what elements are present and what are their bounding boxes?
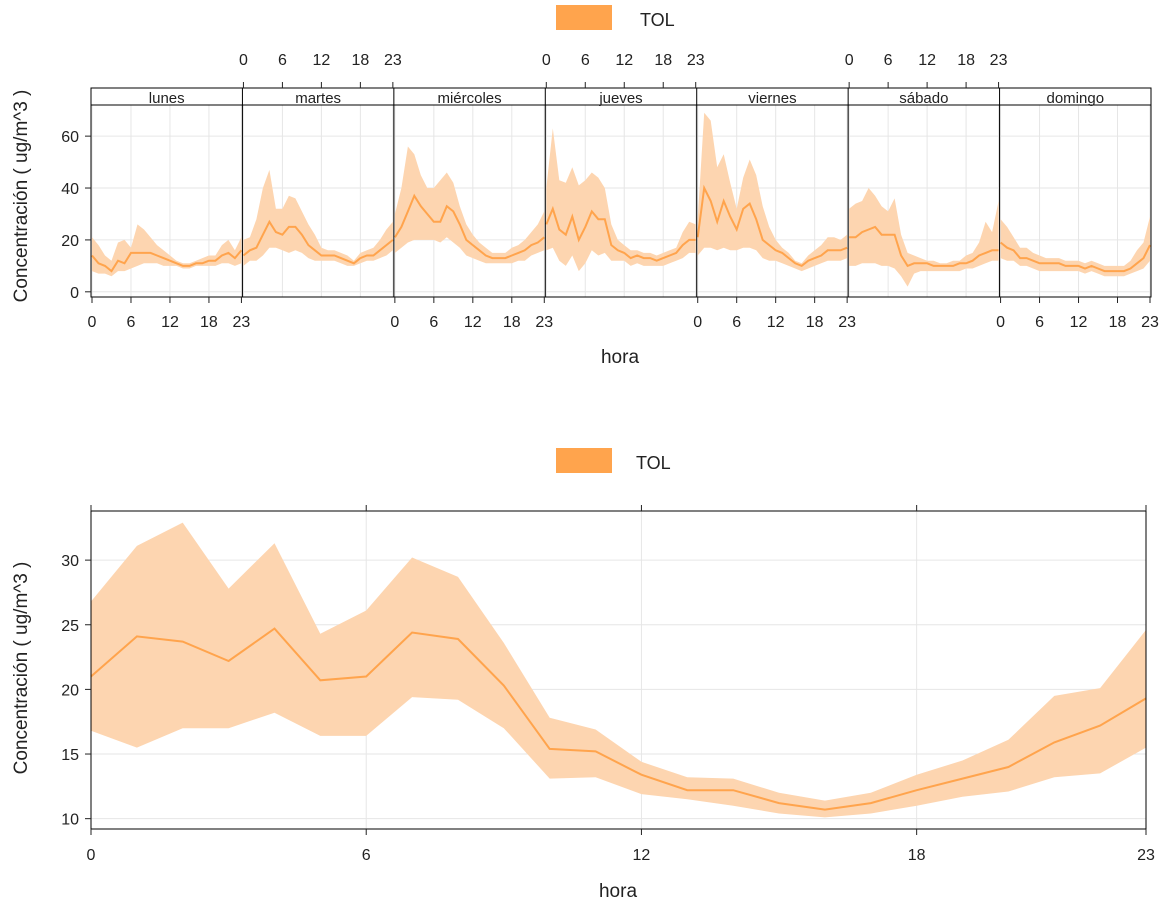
x-tick-label: 23 — [233, 314, 251, 331]
x-tick-label: 12 — [312, 52, 330, 69]
confidence-band-domingo — [1000, 216, 1150, 277]
confidence-band-martes — [243, 169, 393, 266]
legend-label-top: TOL — [640, 10, 675, 30]
x-tick-label: 0 — [996, 314, 1005, 331]
x-tick-label: 12 — [633, 847, 651, 864]
x-tick-label: 12 — [615, 52, 633, 69]
mean-line-sábado — [849, 225, 999, 268]
x-tick-label: 12 — [161, 314, 179, 331]
x-tick-label: 12 — [1070, 314, 1088, 331]
x-tick-label: 18 — [1109, 314, 1127, 331]
x-tick-label: 18 — [200, 314, 218, 331]
x-tick-label: 6 — [1035, 314, 1044, 331]
x-tick-label: 12 — [767, 314, 785, 331]
top-panel-frame — [90, 87, 1152, 298]
legend-swatch-top — [556, 5, 612, 30]
x-tick-label: 12 — [464, 314, 482, 331]
confidence-band-hourly — [91, 522, 1146, 818]
bottom-panel-frame — [90, 510, 1147, 830]
x-tick-label: 6 — [581, 52, 590, 69]
mean-line-miércoles — [394, 193, 545, 260]
legend-swatch-bottom — [556, 448, 612, 473]
x-tick-label: 0 — [845, 52, 854, 69]
y-tick-label: 0 — [70, 285, 79, 302]
confidence-band-lunes — [92, 224, 242, 277]
x-tick-label: 18 — [957, 52, 975, 69]
mean-line-viernes — [696, 184, 848, 268]
x-tick-label: 18 — [806, 314, 824, 331]
x-tick-label: 18 — [908, 847, 926, 864]
x-tick-label: 6 — [732, 314, 741, 331]
confidence-band-miércoles — [394, 146, 545, 264]
x-tick-label: 23 — [535, 314, 553, 331]
panel-label-sábado: sábado — [899, 90, 948, 107]
mean-line-jueves — [545, 205, 696, 262]
x-tick-label: 18 — [351, 52, 369, 69]
x-tick-label: 23 — [838, 314, 856, 331]
y-tick-label: 40 — [61, 181, 79, 198]
confidence-band-sábado — [849, 188, 999, 287]
confidence-band-viernes — [697, 112, 848, 272]
x-tick-label: 0 — [390, 314, 399, 331]
x-tick-label: 6 — [884, 52, 893, 69]
mean-line-domingo — [999, 241, 1151, 273]
x-tick-label: 6 — [127, 314, 136, 331]
x-tick-label: 6 — [429, 314, 438, 331]
y-tick-label: 60 — [61, 129, 79, 146]
mean-line-hourly — [90, 627, 1147, 811]
x-tick-label: 0 — [542, 52, 551, 69]
panel-label-viernes: viernes — [748, 90, 796, 107]
y-axis-title-bottom: Concentración ( ug/m^3 ) — [11, 562, 32, 775]
panel-label-jueves: jueves — [598, 90, 642, 107]
legend-label-bottom: TOL — [636, 453, 671, 473]
y-tick-label: 25 — [61, 618, 79, 635]
x-axis-title-bottom: hora — [599, 881, 637, 902]
panel-label-martes: martes — [295, 90, 341, 107]
x-tick-label: 23 — [384, 52, 402, 69]
x-tick-label: 23 — [990, 52, 1008, 69]
y-tick-label: 30 — [61, 553, 79, 570]
x-tick-label: 23 — [1137, 847, 1155, 864]
x-tick-label: 23 — [687, 52, 705, 69]
panel-label-lunes: lunes — [149, 90, 185, 107]
confidence-band-jueves — [546, 128, 696, 272]
x-tick-label: 6 — [362, 847, 371, 864]
x-tick-label: 0 — [693, 314, 702, 331]
mean-line-lunes — [91, 249, 243, 273]
y-tick-label: 15 — [61, 747, 79, 764]
y-axis-title-top: Concentración ( ug/m^3 ) — [11, 90, 32, 303]
y-tick-label: 20 — [61, 233, 79, 250]
x-tick-label: 18 — [654, 52, 672, 69]
y-tick-label: 20 — [61, 682, 79, 699]
x-tick-label: 0 — [239, 52, 248, 69]
x-axis-title-top: hora — [601, 347, 639, 368]
x-tick-label: 18 — [503, 314, 521, 331]
x-tick-label: 23 — [1141, 314, 1159, 331]
y-tick-label: 10 — [61, 812, 79, 829]
x-tick-label: 0 — [88, 314, 97, 331]
panel-label-miércoles: miércoles — [437, 90, 501, 107]
x-tick-label: 0 — [87, 847, 96, 864]
mean-line-martes — [242, 219, 394, 265]
x-tick-label: 12 — [918, 52, 936, 69]
x-tick-label: 6 — [278, 52, 287, 69]
panel-label-domingo: domingo — [1047, 90, 1105, 107]
